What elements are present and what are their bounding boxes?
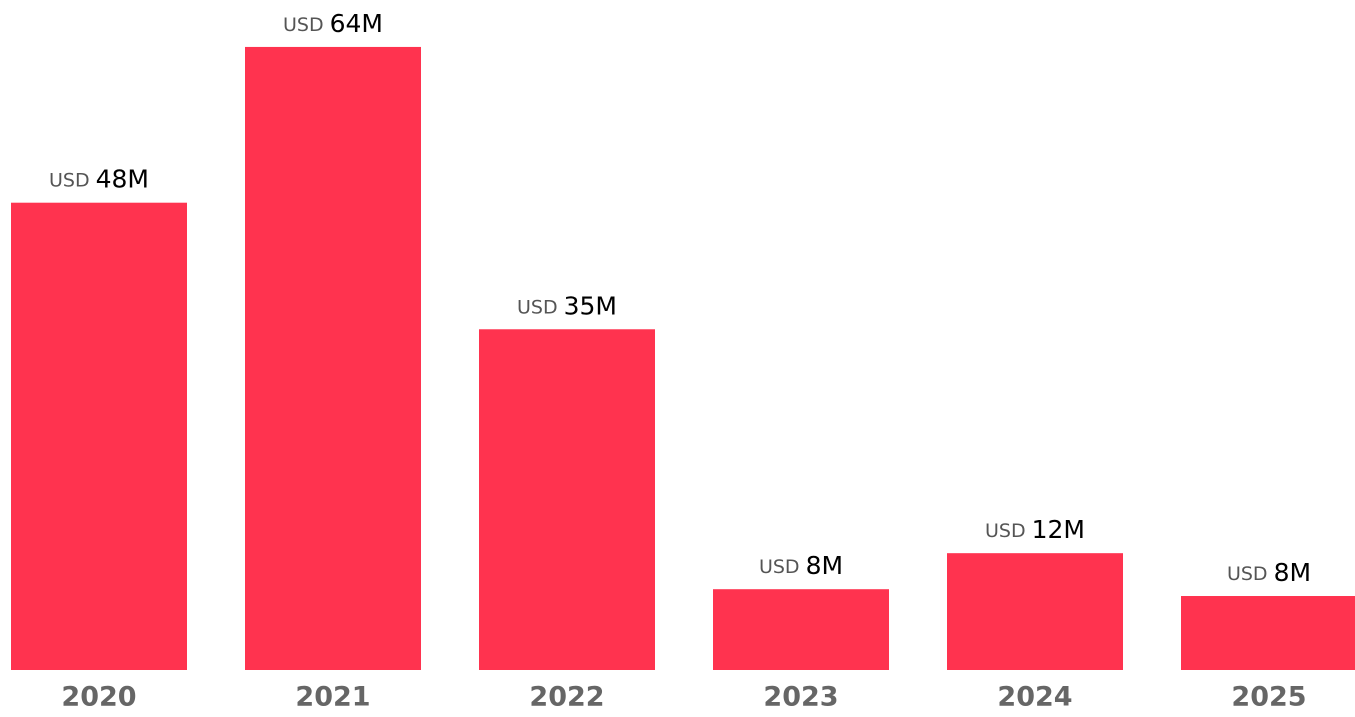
bar	[713, 589, 889, 670]
data-label-prefix: USD	[1227, 563, 1268, 585]
data-label-prefix: USD	[985, 520, 1026, 542]
bar	[947, 553, 1123, 670]
data-label: USD 8M	[759, 551, 843, 580]
data-label-prefix: USD	[283, 13, 324, 35]
bar	[245, 46, 421, 671]
x-tick-label: 2023	[763, 682, 838, 713]
data-label-value: 48M	[96, 165, 149, 194]
data-label-value: 12M	[1032, 515, 1085, 544]
data-label: USD 35M	[517, 291, 617, 320]
x-tick-label: 2024	[997, 682, 1072, 713]
data-label: USD 48M	[49, 165, 149, 194]
data-label-value: 8M	[806, 551, 843, 580]
data-label-prefix: USD	[759, 556, 800, 578]
data-label-prefix: USD	[49, 169, 90, 191]
data-label-prefix: USD	[517, 296, 558, 318]
data-label-value: 8M	[1274, 558, 1311, 587]
x-tick-label: 2020	[61, 682, 136, 713]
data-label: USD 64M	[283, 9, 383, 38]
x-tick-label: 2021	[295, 682, 370, 713]
bar	[1181, 596, 1355, 670]
x-tick-label: 2025	[1231, 682, 1306, 713]
data-label-value: 64M	[330, 9, 383, 38]
data-label-value: 35M	[564, 291, 617, 320]
x-tick-label: 2022	[529, 682, 604, 713]
bar	[11, 202, 187, 671]
data-label: USD 12M	[985, 515, 1085, 544]
data-label: USD 8M	[1227, 558, 1311, 587]
bar	[479, 329, 655, 670]
